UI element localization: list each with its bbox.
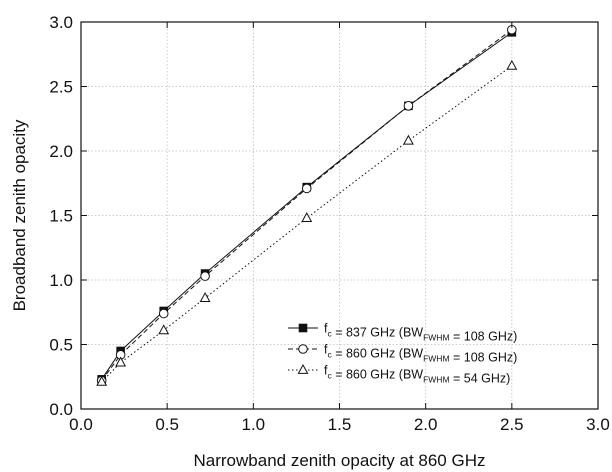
x-tick-label: 2.5 (500, 415, 524, 434)
data-point-triangle (297, 363, 309, 374)
legend-item: fc = 860 GHz (BWFWHM = 54 GHz) (288, 364, 510, 386)
legend-label: fc = 860 GHz (BWFWHM = 108 GHz) (324, 343, 517, 365)
ticks (80, 21, 599, 410)
legend: fc = 837 GHz (BWFWHM = 108 GHz)fc = 860 … (288, 322, 517, 386)
data-point-triangle (506, 59, 518, 70)
data-point-circle (200, 271, 210, 281)
x-tick-label: 3.0 (586, 415, 610, 434)
x-tick-label: 1.0 (242, 415, 266, 434)
y-tick-label: 2.5 (49, 78, 73, 97)
data-point-triangle (199, 292, 211, 302)
y-axis-label: Broadband zenith opacity (10, 119, 29, 311)
legend-item: fc = 837 GHz (BWFWHM = 108 GHz) (288, 322, 517, 344)
data-point-circle (301, 183, 312, 194)
grid (81, 22, 598, 409)
y-tick-label: 0.5 (49, 336, 73, 355)
legend-label: fc = 860 GHz (BWFWHM = 54 GHz) (324, 364, 510, 386)
data-point-circle (158, 308, 169, 319)
data-point-triangle (402, 134, 414, 145)
legend-item: fc = 860 GHz (BWFWHM = 108 GHz) (288, 343, 517, 365)
y-tick-label: 1.5 (49, 207, 73, 226)
y-tick-label: 2.0 (49, 142, 73, 161)
tick-labels: 0.0 0.5 1.0 1.5 2.0 2.5 3.0 0.0 0.5 1.0 1.5 2.0 2.5 3… (49, 13, 609, 434)
y-tick-label: 0.0 (49, 400, 73, 419)
legend-label: fc = 837 GHz (BWFWHM = 108 GHz) (324, 322, 517, 344)
data-point-circle (298, 344, 308, 354)
x-tick-label: 0.0 (69, 415, 93, 434)
x-tick-label: 1.5 (328, 415, 352, 434)
data-point-circle (403, 101, 414, 111)
data-point-square (298, 323, 308, 333)
series-layer (96, 24, 518, 386)
data-point-triangle (301, 212, 313, 222)
data-point-triangle (158, 324, 170, 335)
x-tick-label: 0.5 (155, 415, 179, 434)
x-axis-label: Narrowband zenith opacity at 860 GHz (194, 451, 486, 470)
y-tick-label: 1.0 (49, 271, 73, 290)
data-point-triangle (96, 375, 108, 386)
series-3 (96, 59, 518, 386)
x-tick-label: 2.0 (414, 415, 438, 434)
y-tick-label: 3.0 (49, 13, 73, 32)
data-point-triangle (115, 356, 127, 367)
